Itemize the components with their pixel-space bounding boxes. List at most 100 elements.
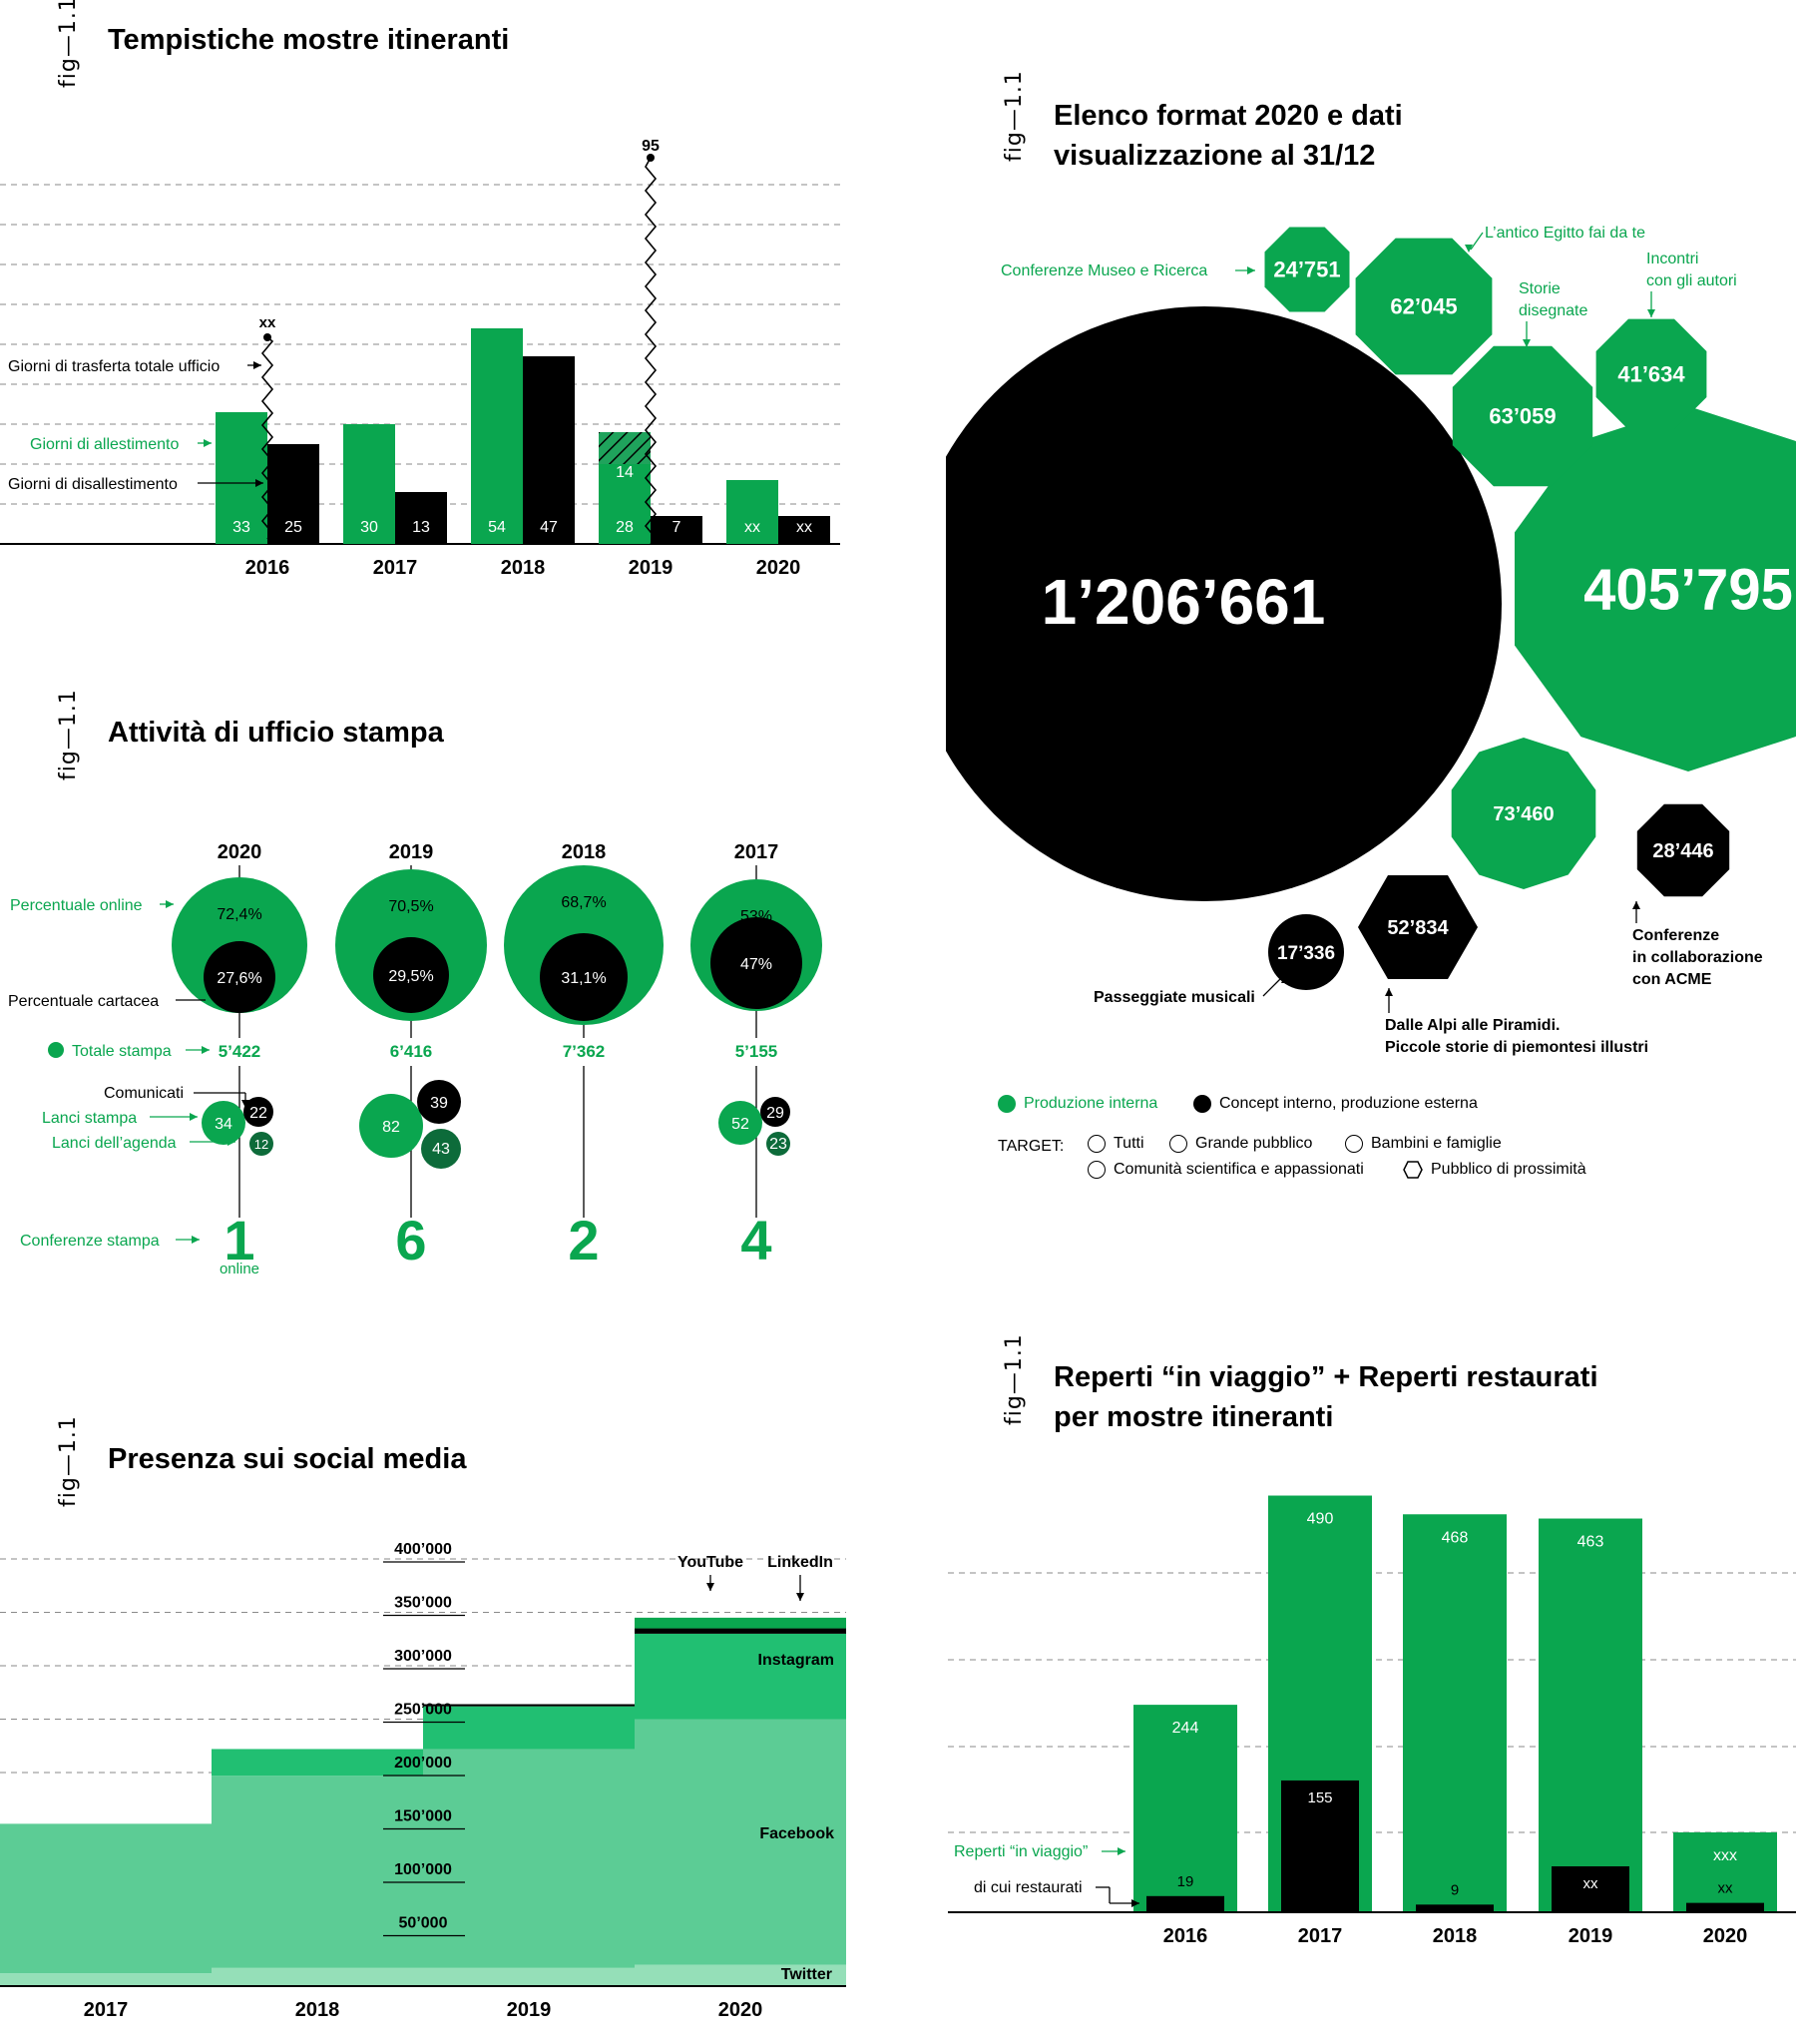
lanci-value: 34	[215, 1116, 232, 1133]
arrow-icon	[1385, 988, 1393, 996]
chart-title-reperti: Reperti “in viaggio” + Reperti restaurat…	[1054, 1357, 1598, 1437]
x-tick-label: 2018	[501, 557, 546, 579]
bar-disallestimento	[267, 444, 319, 544]
lanci-value: 52	[731, 1116, 749, 1133]
year-label: 2019	[389, 841, 434, 863]
area-facebook	[212, 1776, 423, 1968]
format-label: in collaborazione	[1632, 949, 1763, 966]
bubble-format	[1264, 227, 1350, 312]
row-label-totale: Totale stampa	[72, 1043, 172, 1060]
arrow-line	[1262, 977, 1282, 997]
bar-allestimento	[471, 328, 523, 544]
arrow-icon	[1465, 245, 1473, 253]
annotation-disallestimento: Giorni di disallestimento	[8, 476, 178, 493]
row-label-agenda: Lanci dell’agenda	[52, 1135, 177, 1152]
bar-value-label: xx	[796, 519, 812, 536]
bubble-value: 17’336	[1277, 943, 1335, 964]
online-percent-label: 68,7%	[561, 894, 606, 911]
legend-label: Produzione interna	[1024, 1095, 1158, 1112]
bar-value-label: xx	[1583, 1875, 1599, 1892]
area-youtube	[423, 1704, 635, 1707]
series-label: di cui restaurati	[974, 1879, 1083, 1896]
bar-allestimento	[726, 480, 778, 544]
circle-icon	[1088, 1135, 1106, 1153]
bubble-format	[1452, 345, 1593, 487]
bar-value-label: 468	[1442, 1529, 1469, 1546]
x-tick-label: 2016	[1163, 1925, 1208, 1947]
area-linkedin	[635, 1617, 846, 1629]
series-label: Facebook	[759, 1825, 834, 1842]
bubble-lanci	[359, 1094, 423, 1158]
bubble-value: 28’446	[1652, 840, 1713, 862]
conferenze-note: online	[220, 1261, 259, 1278]
area-facebook	[0, 1823, 212, 1974]
format-label: con gli autori	[1646, 272, 1737, 289]
bar-value-label: 155	[1307, 1789, 1332, 1806]
chart-title-format: Elenco format 2020 e dati visualizzazion…	[1054, 96, 1403, 176]
y-tick-label: 100’000	[394, 1861, 452, 1878]
bar-value-label: 33	[232, 519, 250, 536]
zigzag-dot	[647, 154, 655, 162]
target-item-label: Grande pubblico	[1195, 1135, 1313, 1152]
legend-esterna: Concept interno, produzione esterna	[1193, 1095, 1478, 1113]
online-percent-label: 53%	[740, 908, 772, 925]
bar-disallestimento	[395, 492, 447, 544]
bubble-format	[946, 306, 1502, 901]
annotation-allestimento: Giorni di allestimento	[30, 436, 180, 453]
chart-title-social: Presenza sui social media	[108, 1443, 467, 1475]
arrow-icon	[796, 1593, 804, 1601]
bubble-value: 73’460	[1493, 803, 1554, 825]
target-item-label: Comunità scientifica e appassionati	[1114, 1161, 1364, 1178]
arrow-icon	[1281, 975, 1289, 983]
title-line: per mostre itineranti	[1054, 1401, 1334, 1433]
bubble-format	[1515, 406, 1796, 771]
legend-swatch-black	[1193, 1095, 1211, 1113]
bubble-format	[1595, 318, 1707, 430]
cartacea-percent-label: 29,5%	[388, 968, 433, 985]
arrow-icon	[204, 439, 212, 447]
bar-value-label: 30	[360, 519, 378, 536]
bubble-value: 62’045	[1390, 294, 1457, 319]
bar-restaurati	[1146, 1895, 1224, 1912]
format-label: Passeggiate musicali	[1094, 989, 1255, 1006]
format-label: con ACME	[1632, 971, 1712, 988]
x-tick-label: 2019	[507, 1999, 552, 2021]
x-tick-label: 2020	[1703, 1925, 1748, 1947]
x-tick-label: 2020	[756, 557, 801, 579]
target-item: Tutti	[1088, 1135, 1144, 1153]
totale-stampa-value: 6’416	[390, 1042, 433, 1061]
conferenze-value: 2	[568, 1209, 599, 1272]
bar-hatched	[599, 432, 651, 464]
area-instagram	[635, 1633, 846, 1720]
arrow-icon	[255, 479, 263, 487]
bar-value-label: xxx	[1713, 1847, 1737, 1864]
arrow-icon	[1118, 1847, 1125, 1855]
bar-disallestimento	[523, 356, 575, 544]
comunicati-value: 39	[430, 1095, 448, 1112]
x-tick-label: 2020	[718, 1999, 763, 2021]
bar-value-label: xx	[744, 519, 760, 536]
legend-interna: Produzione interna	[998, 1095, 1157, 1113]
arrow-icon	[253, 361, 261, 369]
bubble-value: 24’751	[1273, 257, 1340, 282]
bubble-cartacea	[373, 937, 449, 1013]
row-label-cartacea: Percentuale cartacea	[8, 993, 159, 1010]
bar-disallestimento	[651, 516, 702, 544]
conferenze-value: 6	[395, 1209, 426, 1272]
bubble-comunicati	[760, 1097, 790, 1127]
x-tick-label: 2016	[245, 557, 290, 579]
format-label: disegnate	[1519, 302, 1587, 319]
arrow-icon	[166, 900, 174, 908]
area-instagram	[212, 1749, 423, 1777]
legend-swatch-green	[998, 1095, 1016, 1113]
zigzag-trasferta	[260, 336, 274, 540]
annotation-trasferta: Giorni di trasferta totale ufficio	[8, 358, 220, 375]
x-tick-label: 2017	[373, 557, 418, 579]
online-percent-label: 70,5%	[388, 898, 433, 915]
bubble-comunicati	[417, 1080, 461, 1124]
bar-value-label: xx	[1718, 1880, 1734, 1897]
area-facebook	[635, 1719, 846, 1965]
bubble-lanci	[718, 1101, 762, 1145]
arrow-icon	[1647, 309, 1655, 317]
row-label-comunicati: Comunicati	[104, 1085, 184, 1102]
